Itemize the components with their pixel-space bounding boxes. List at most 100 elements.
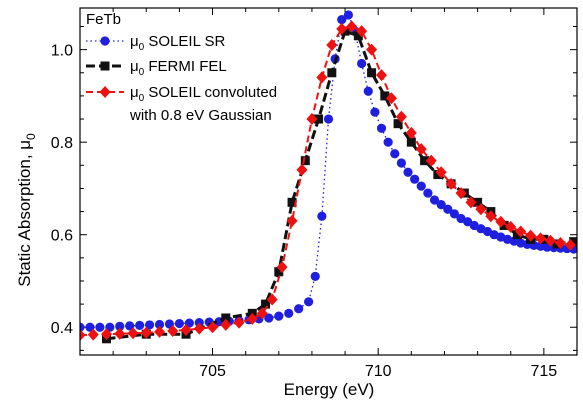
legend-text: SOLEIL SR xyxy=(144,33,225,50)
data-point xyxy=(294,304,304,314)
series-line xyxy=(80,25,571,337)
data-point xyxy=(406,137,416,147)
x-axis-label: Energy (eV) xyxy=(284,380,375,399)
data-point xyxy=(420,156,430,166)
data-point xyxy=(194,318,204,328)
data-point xyxy=(220,318,232,331)
data-point xyxy=(403,167,413,177)
data-point xyxy=(445,177,457,190)
data-point xyxy=(370,107,380,117)
data-point xyxy=(383,137,393,147)
data-point xyxy=(310,271,320,281)
data-point xyxy=(544,234,556,247)
data-point xyxy=(296,163,308,176)
data-point xyxy=(101,328,113,341)
data-point xyxy=(180,324,192,337)
data-point xyxy=(423,188,433,198)
data-point xyxy=(390,149,400,159)
data-point xyxy=(317,211,327,221)
series-diamond xyxy=(80,20,576,342)
axis-ticks xyxy=(79,8,578,355)
data-point xyxy=(564,238,576,251)
data-point xyxy=(376,69,388,82)
data-point xyxy=(284,308,294,318)
data-point xyxy=(167,324,179,337)
data-point xyxy=(207,321,219,334)
data-point xyxy=(367,68,377,78)
data-point xyxy=(569,237,577,247)
data-point xyxy=(337,14,347,25)
data-point xyxy=(415,143,427,156)
y-tick-label: 0.6 xyxy=(51,228,73,245)
data-point xyxy=(276,261,288,274)
legend-text: FERMI FEL xyxy=(144,58,227,75)
plot-frame xyxy=(79,7,578,356)
data-point xyxy=(425,154,437,167)
y-tick-label: 0.4 xyxy=(51,320,73,337)
data-point xyxy=(80,329,86,342)
legend-marker xyxy=(100,36,110,46)
x-tick-label: 715 xyxy=(531,363,558,380)
data-point xyxy=(410,174,420,184)
legend-marker xyxy=(100,61,110,71)
series-line xyxy=(106,29,574,341)
y-axis-label: Static Absorption, μ0 xyxy=(15,133,38,287)
data-point xyxy=(87,328,99,341)
data-point xyxy=(554,237,566,250)
legend-mu: μ xyxy=(130,84,139,101)
data-point xyxy=(435,166,447,179)
data-point xyxy=(475,203,487,216)
data-point xyxy=(405,126,417,139)
data-point xyxy=(127,327,139,340)
data-point xyxy=(287,197,297,207)
data-point xyxy=(154,325,166,338)
data-point xyxy=(515,225,527,238)
data-point xyxy=(326,39,338,52)
data-point xyxy=(286,214,298,227)
data-point xyxy=(396,158,406,168)
data-point xyxy=(346,20,358,33)
data-point xyxy=(343,10,353,20)
y-axis-label-main: Static Absorption, μ xyxy=(15,140,34,287)
data-point xyxy=(380,91,390,101)
legend-marker xyxy=(99,86,111,98)
data-point xyxy=(395,110,407,123)
data-point xyxy=(535,232,547,245)
y-tick-label: 1.0 xyxy=(51,43,73,60)
data-point xyxy=(80,322,85,332)
data-point xyxy=(304,297,314,307)
data-point xyxy=(465,196,477,209)
data-point xyxy=(323,114,334,124)
data-point xyxy=(449,209,460,219)
data-point xyxy=(261,299,271,309)
data-point xyxy=(233,316,245,329)
y-axis-label-sub: 0 xyxy=(24,133,38,140)
data-point xyxy=(144,320,155,330)
data-point xyxy=(125,321,135,331)
data-point xyxy=(306,113,318,126)
chart-annotation: FeTb xyxy=(86,11,121,28)
data-point xyxy=(115,321,125,331)
data-point xyxy=(193,322,205,335)
legend-label: μ0 SOLEIL convoluted xyxy=(130,84,277,104)
data-point xyxy=(525,229,537,242)
data-point xyxy=(256,307,268,320)
legend-mu: μ xyxy=(130,58,139,75)
y-tick-label: 0.8 xyxy=(51,135,73,152)
data-point xyxy=(174,318,184,329)
series-layer xyxy=(80,10,577,344)
legend-mu: μ xyxy=(130,33,139,50)
data-point xyxy=(443,204,453,214)
data-point xyxy=(485,210,497,223)
x-tick-label: 705 xyxy=(199,363,226,380)
data-point xyxy=(455,187,467,200)
data-point xyxy=(300,156,310,166)
data-point xyxy=(135,320,145,330)
data-point xyxy=(95,322,105,332)
data-point xyxy=(436,200,446,210)
data-point xyxy=(429,195,440,205)
data-point xyxy=(274,267,284,277)
x-tick-label: 710 xyxy=(365,363,392,380)
legend-label-line2: with 0.8 eV Gaussian xyxy=(129,107,272,124)
